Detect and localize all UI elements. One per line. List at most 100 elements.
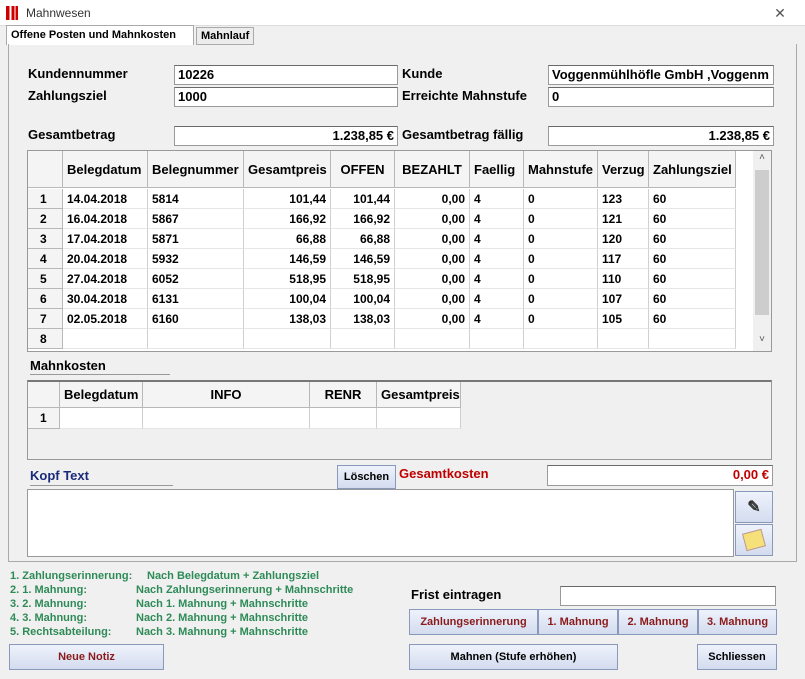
scroll-up[interactable]: ˄ <box>759 152 765 163</box>
grid-cell[interactable] <box>470 329 524 349</box>
grid-cell[interactable] <box>377 408 461 429</box>
grid-cell[interactable]: 0 <box>524 309 598 329</box>
grid-cell[interactable]: 107 <box>598 289 649 309</box>
grid-cell[interactable] <box>310 408 377 429</box>
grid-cell[interactable]: 60 <box>649 209 736 229</box>
grid-cell[interactable]: 117 <box>598 249 649 269</box>
grid-cell[interactable]: 0 <box>524 209 598 229</box>
grid-cell[interactable]: 66,88 <box>244 229 331 249</box>
note-button[interactable]: Neue Notiz <box>9 644 164 670</box>
grid-cell[interactable]: 4 <box>470 309 524 329</box>
grid-cell[interactable]: 60 <box>649 189 736 209</box>
grid-cell[interactable]: 20.04.2018 <box>63 249 148 269</box>
level-button[interactable]: 2. Mahnung <box>618 609 698 635</box>
edit-icon[interactable]: ✎ <box>735 491 773 523</box>
grid-cell[interactable]: 60 <box>649 269 736 289</box>
field-input[interactable]: Voggenmühlhöfle GmbH ,Voggenm <box>548 65 774 85</box>
field-input[interactable]: 1.238,85 € <box>174 126 398 146</box>
grid-cell[interactable]: 146,59 <box>244 249 331 269</box>
grid-cell[interactable]: 138,03 <box>331 309 395 329</box>
grid-cell[interactable]: 101,44 <box>244 189 331 209</box>
grid-cell[interactable] <box>60 408 143 429</box>
grid-cell[interactable]: 0,00 <box>395 269 470 289</box>
tab[interactable]: Mahnlauf <box>196 27 254 45</box>
total-input[interactable]: 0,00 € <box>547 465 773 486</box>
grid-cell[interactable]: 6131 <box>148 289 244 309</box>
grid-cell[interactable]: 4 <box>470 249 524 269</box>
close-button[interactable]: ✕ <box>774 5 786 21</box>
grid-cell[interactable]: 138,03 <box>244 309 331 329</box>
grid-cell[interactable]: 4 <box>470 289 524 309</box>
grid-cell[interactable]: 30.04.2018 <box>63 289 148 309</box>
grid-cell[interactable]: 0 <box>524 229 598 249</box>
grid-cell[interactable]: 0,00 <box>395 209 470 229</box>
grid-cell[interactable]: 518,95 <box>244 269 331 289</box>
grid-cell[interactable]: 5871 <box>148 229 244 249</box>
grid-cell[interactable] <box>395 329 470 349</box>
grid-cell[interactable]: 5814 <box>148 189 244 209</box>
grid-cell[interactable]: 16.04.2018 <box>63 209 148 229</box>
close-button[interactable]: Schliessen <box>697 644 777 670</box>
grid-cell[interactable]: 0,00 <box>395 249 470 269</box>
grid-cell[interactable] <box>244 329 331 349</box>
grid-cell[interactable] <box>143 408 310 429</box>
grid-cell[interactable]: 4 <box>470 229 524 249</box>
grid-cell[interactable] <box>524 329 598 349</box>
grid-cell[interactable]: 0 <box>524 189 598 209</box>
grid-cell[interactable]: 5867 <box>148 209 244 229</box>
grid-cell[interactable]: 66,88 <box>331 229 395 249</box>
grid-cell[interactable]: 60 <box>649 289 736 309</box>
level-button[interactable]: 1. Mahnung <box>538 609 618 635</box>
text-area[interactable] <box>27 489 734 557</box>
grid-cell[interactable]: 0,00 <box>395 189 470 209</box>
grid-cell[interactable]: 0 <box>524 249 598 269</box>
grid-cell[interactable]: 0,00 <box>395 309 470 329</box>
delete-button[interactable]: Löschen <box>337 465 396 489</box>
dunning-button[interactable]: Mahnen (Stufe erhöhen) <box>409 644 618 670</box>
grid-cell[interactable]: 0,00 <box>395 229 470 249</box>
grid-cell[interactable]: 4 <box>470 189 524 209</box>
grid-cell[interactable] <box>598 329 649 349</box>
tab[interactable]: Offene Posten und Mahnkosten <box>6 25 194 45</box>
grid-cell[interactable] <box>649 329 736 349</box>
grid-cell[interactable]: 4 <box>470 269 524 289</box>
grid-cell[interactable]: 02.05.2018 <box>63 309 148 329</box>
field-input[interactable]: 1000 <box>174 87 398 107</box>
grid-cell[interactable]: 60 <box>649 229 736 249</box>
grid-cell[interactable]: 105 <box>598 309 649 329</box>
grid-cell[interactable]: 146,59 <box>331 249 395 269</box>
grid-cell[interactable]: 166,92 <box>244 209 331 229</box>
grid-cell[interactable]: 6160 <box>148 309 244 329</box>
level-button[interactable]: 3. Mahnung <box>698 609 777 635</box>
grid-cell[interactable]: 6052 <box>148 269 244 289</box>
grid-cell[interactable]: 100,04 <box>331 289 395 309</box>
field-input[interactable]: 10226 <box>174 65 398 85</box>
grid-cell[interactable]: 518,95 <box>331 269 395 289</box>
grid-cell[interactable]: 17.04.2018 <box>63 229 148 249</box>
grid-cell[interactable] <box>331 329 395 349</box>
grid-cell[interactable]: 166,92 <box>331 209 395 229</box>
grid-cell[interactable]: 123 <box>598 189 649 209</box>
grid-cell[interactable]: 110 <box>598 269 649 289</box>
grid-cell[interactable]: 121 <box>598 209 649 229</box>
grid-cell[interactable]: 120 <box>598 229 649 249</box>
grid-cell[interactable]: 0,00 <box>395 289 470 309</box>
grid-cell[interactable] <box>63 329 148 349</box>
field-input[interactable] <box>560 586 776 606</box>
grid-cell[interactable]: 60 <box>649 309 736 329</box>
level-button[interactable]: Zahlungserinnerung <box>409 609 538 635</box>
grid-cell[interactable]: 4 <box>470 209 524 229</box>
grid-cell[interactable]: 100,04 <box>244 289 331 309</box>
grid-cell[interactable]: 27.04.2018 <box>63 269 148 289</box>
scroll-down[interactable]: ˅ <box>759 334 765 345</box>
note-icon[interactable] <box>735 524 773 556</box>
grid-cell[interactable]: 5932 <box>148 249 244 269</box>
grid-cell[interactable]: 14.04.2018 <box>63 189 148 209</box>
grid-cell[interactable]: 0 <box>524 269 598 289</box>
grid-cell[interactable]: 0 <box>524 289 598 309</box>
field-input[interactable]: 0 <box>548 87 774 107</box>
grid-cell[interactable] <box>148 329 244 349</box>
grid-cell[interactable]: 60 <box>649 249 736 269</box>
field-input[interactable]: 1.238,85 € <box>548 126 774 146</box>
grid-cell[interactable]: 101,44 <box>331 189 395 209</box>
